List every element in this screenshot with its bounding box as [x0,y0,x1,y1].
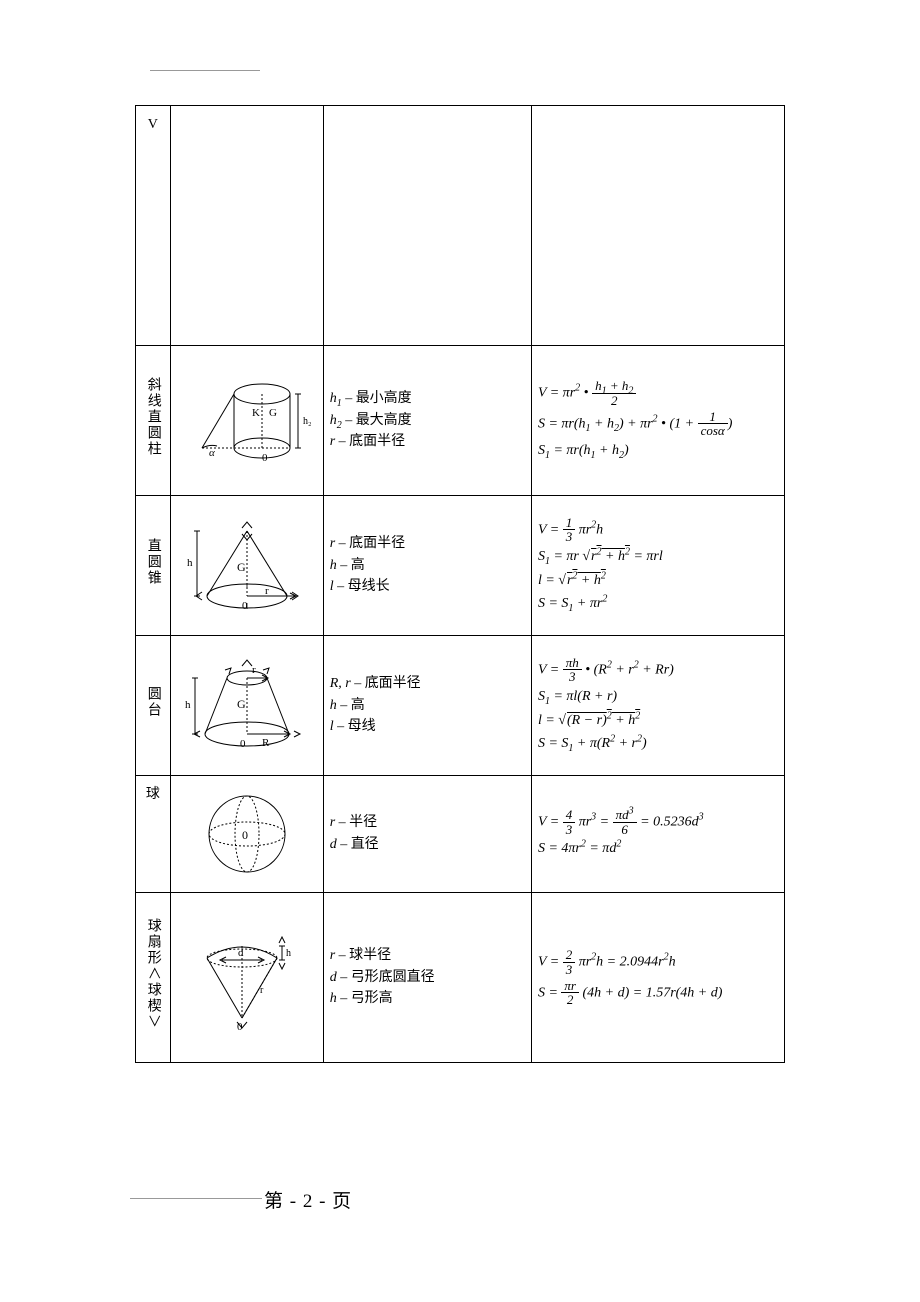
formula-line: S = 4πr2 = πd2 [538,838,778,860]
shape-name: 圆台 [142,686,164,718]
table-row: 斜线直圆柱αKGh₂0h1 – 最小高度h2 – 最大高度r – 底面半径V =… [136,346,785,496]
param-line: r – 底面半径 [330,431,525,453]
param-line: h2 – 最大高度 [330,410,525,432]
param-line: l – 母线 [330,716,525,738]
svg-text:h: h [185,699,191,711]
shape-name-cell: 球 [136,776,171,893]
svg-text:G: G [237,560,246,574]
table-row: 圆台G0rRhR, r – 底面半径h – 高l – 母线V = πh3 • (… [136,636,785,776]
formula-line: V = 43 πr3 = πd36 = 0.5236d3 [538,808,778,836]
figure-cell: 0dhr [170,893,323,1063]
param-cell: h1 – 最小高度h2 – 最大高度r – 底面半径 [323,346,531,496]
formula-line: S = S1 + π(R2 + r2) [538,733,778,755]
svg-text:0: 0 [242,828,248,842]
formula-line: l = (R − r)2 + h2 [538,710,778,732]
param-line: l – 母线长 [330,576,525,598]
formula-line: S = S1 + πr2 [538,593,778,615]
svg-text:0: 0 [240,738,246,750]
shape-name-cell: 圆台 [136,636,171,776]
shape-name-cell: 球扇形∧球楔∨ [136,893,171,1063]
svg-text:h₂: h₂ [303,416,312,427]
formula-line: V = πh3 • (R2 + r2 + Rr) [538,656,778,684]
shape-name-cell: V [136,106,171,346]
svg-text:G: G [237,697,246,711]
formula-cell: V = 13 πr2hS1 = πr r2 + h2 = πrll = r2 +… [531,496,784,636]
formula-line: V = 13 πr2h [538,516,778,544]
param-line: r – 半径 [330,812,525,834]
formula-cell: V = πh3 • (R2 + r2 + Rr)S1 = πl(R + r)l … [531,636,784,776]
formula-line: S1 = πr(h1 + h2) [538,440,778,462]
table-row: 球0r – 半径d – 直径V = 43 πr3 = πd36 = 0.5236… [136,776,785,893]
formula-line: V = 23 πr2h = 2.0944r2h [538,948,778,976]
svg-text:h: h [286,948,291,959]
figure-cell: G0hr [170,496,323,636]
svg-text:h: h [187,557,193,569]
formula-cell [531,106,784,346]
param-cell: r – 半径d – 直径 [323,776,531,893]
param-line: r – 球半径 [330,945,525,967]
param-line: d – 直径 [330,834,525,856]
table-body: V斜线直圆柱αKGh₂0h1 – 最小高度h2 – 最大高度r – 底面半径V … [136,106,785,1063]
formula-line: S = πr(h1 + h2) + πr2 • (1 + 1cosα) [538,410,778,438]
formula-cell: V = 23 πr2h = 2.0944r2h S = πr2 (4h + d) … [531,893,784,1063]
svg-text:r: r [265,585,269,597]
footer-rule [130,1198,262,1199]
svg-text:R: R [262,737,270,749]
svg-text:r: r [252,664,256,676]
header-rule [150,70,260,71]
figure-cell: α KGh₂ 0 [170,346,323,496]
table-row: 直圆锥G0hrr – 底面半径h – 高l – 母线长V = 13 πr2hS1… [136,496,785,636]
param-cell: r – 球半径d – 弓形底圆直径h – 弓形高 [323,893,531,1063]
formula-line: S1 = πr r2 + h2 = πrl [538,546,778,568]
figure-cell: G 0 r Rh [170,636,323,776]
param-line: r – 底面半径 [330,533,525,555]
param-line: h – 高 [330,555,525,577]
page-footer: 第 - 2 - 页 [264,1186,352,1213]
formula-cell: V = 43 πr3 = πd36 = 0.5236d3S = 4πr2 = π… [531,776,784,893]
param-cell [323,106,531,346]
figure-cell: 0 [170,776,323,893]
param-line: R, r – 底面半径 [330,673,525,695]
shape-name-cell: 斜线直圆柱 [136,346,171,496]
table-row: V [136,106,785,346]
param-line: h – 高 [330,695,525,717]
shape-name-cell: 直圆锥 [136,496,171,636]
svg-text:G: G [269,407,277,419]
formula-line: l = r2 + h2 [538,570,778,592]
shape-name: 球扇形∧球楔∨ [142,918,164,1030]
svg-text:r: r [260,985,264,996]
svg-text:K: K [252,407,260,419]
param-cell: R, r – 底面半径h – 高l – 母线 [323,636,531,776]
shape-name: 直圆锥 [142,538,164,586]
formula-line: S = πr2 (4h + d) = 1.57r(4h + d) [538,979,778,1007]
shape-name: 斜线直圆柱 [142,377,164,457]
param-cell: r – 底面半径h – 高l – 母线长 [323,496,531,636]
formula-cell: V = πr2 • h1 + h22 S = πr(h1 + h2) + πr2 … [531,346,784,496]
svg-text:0: 0 [262,452,268,464]
formula-line: S1 = πl(R + r) [538,686,778,708]
figure-cell [170,106,323,346]
table-row: 球扇形∧球楔∨0dhrr – 球半径d – 弓形底圆直径h – 弓形高V = 2… [136,893,785,1063]
param-line: d – 弓形底圆直径 [330,967,525,989]
param-line: h – 弓形高 [330,988,525,1010]
svg-text:α: α [209,447,215,459]
geometry-table: V斜线直圆柱αKGh₂0h1 – 最小高度h2 – 最大高度r – 底面半径V … [135,105,785,1063]
formula-line: V = πr2 • h1 + h22 [538,379,778,407]
svg-text:d: d [238,947,244,959]
param-line: h1 – 最小高度 [330,388,525,410]
